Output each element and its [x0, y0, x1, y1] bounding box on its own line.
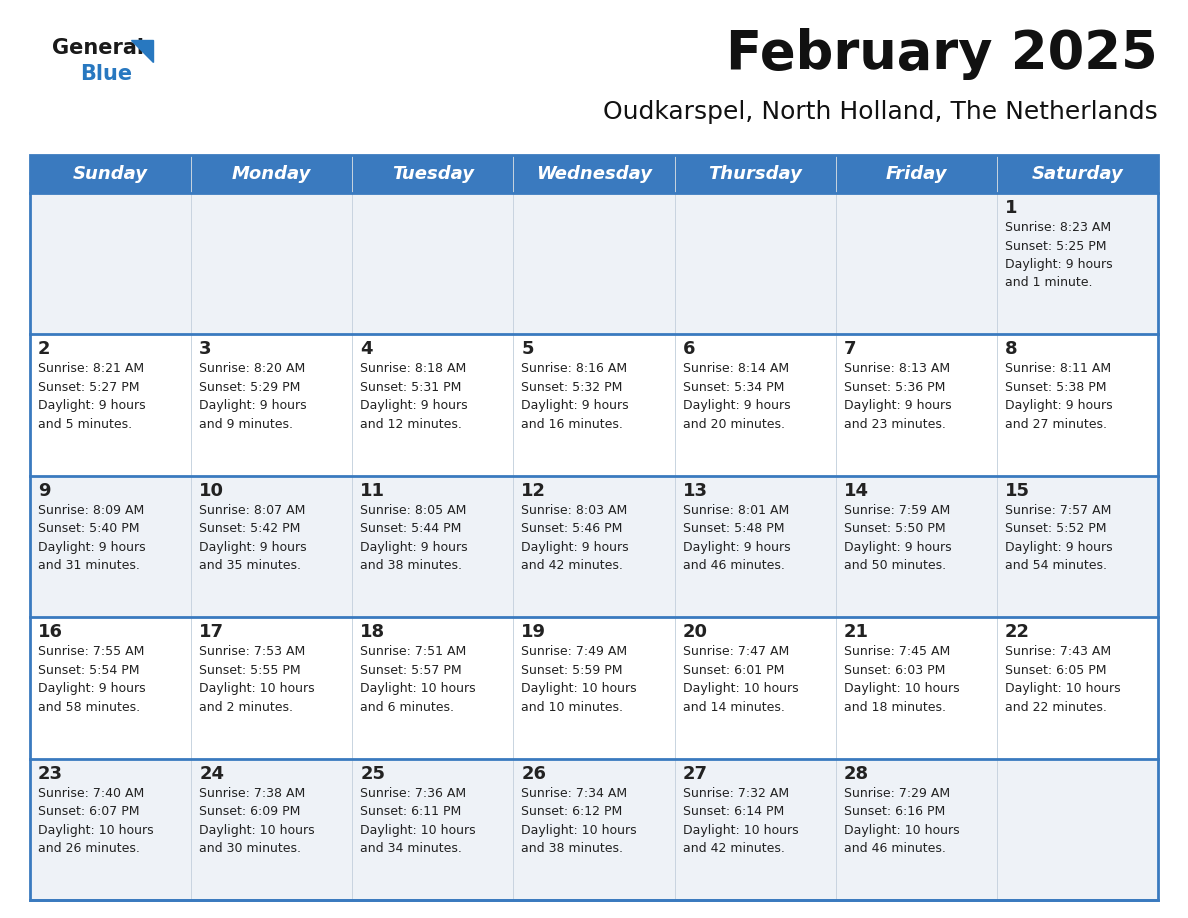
Text: Oudkarspel, North Holland, The Netherlands: Oudkarspel, North Holland, The Netherlan… [604, 100, 1158, 124]
Text: 15: 15 [1005, 482, 1030, 499]
Polygon shape [131, 40, 153, 62]
Text: Sunrise: 8:05 AM
Sunset: 5:44 PM
Daylight: 9 hours
and 38 minutes.: Sunrise: 8:05 AM Sunset: 5:44 PM Dayligh… [360, 504, 468, 572]
Text: 24: 24 [200, 765, 225, 783]
Text: February 2025: February 2025 [726, 28, 1158, 80]
Text: 11: 11 [360, 482, 385, 499]
Text: Sunrise: 8:07 AM
Sunset: 5:42 PM
Daylight: 9 hours
and 35 minutes.: Sunrise: 8:07 AM Sunset: 5:42 PM Dayligh… [200, 504, 307, 572]
Text: 27: 27 [683, 765, 708, 783]
Text: 2: 2 [38, 341, 51, 358]
Text: 6: 6 [683, 341, 695, 358]
Text: 5: 5 [522, 341, 533, 358]
Text: Monday: Monday [232, 165, 311, 183]
Bar [30, 758, 1158, 900]
Text: 18: 18 [360, 623, 385, 641]
Text: Sunrise: 7:38 AM
Sunset: 6:09 PM
Daylight: 10 hours
and 30 minutes.: Sunrise: 7:38 AM Sunset: 6:09 PM Dayligh… [200, 787, 315, 855]
Text: 26: 26 [522, 765, 546, 783]
Text: Sunrise: 8:03 AM
Sunset: 5:46 PM
Daylight: 9 hours
and 42 minutes.: Sunrise: 8:03 AM Sunset: 5:46 PM Dayligh… [522, 504, 630, 572]
Text: 21: 21 [843, 623, 868, 641]
Text: Sunrise: 8:01 AM
Sunset: 5:48 PM
Daylight: 9 hours
and 46 minutes.: Sunrise: 8:01 AM Sunset: 5:48 PM Dayligh… [683, 504, 790, 572]
Bar [30, 193, 1158, 334]
Text: 16: 16 [38, 623, 63, 641]
Text: Sunrise: 7:47 AM
Sunset: 6:01 PM
Daylight: 10 hours
and 14 minutes.: Sunrise: 7:47 AM Sunset: 6:01 PM Dayligh… [683, 645, 798, 713]
Text: 4: 4 [360, 341, 373, 358]
Bar [30, 617, 1158, 758]
Text: Sunrise: 8:16 AM
Sunset: 5:32 PM
Daylight: 9 hours
and 16 minutes.: Sunrise: 8:16 AM Sunset: 5:32 PM Dayligh… [522, 363, 630, 431]
Text: Sunrise: 8:11 AM
Sunset: 5:38 PM
Daylight: 9 hours
and 27 minutes.: Sunrise: 8:11 AM Sunset: 5:38 PM Dayligh… [1005, 363, 1112, 431]
Text: Sunrise: 8:09 AM
Sunset: 5:40 PM
Daylight: 9 hours
and 31 minutes.: Sunrise: 8:09 AM Sunset: 5:40 PM Dayligh… [38, 504, 146, 572]
Text: 23: 23 [38, 765, 63, 783]
Text: Sunrise: 8:23 AM
Sunset: 5:25 PM
Daylight: 9 hours
and 1 minute.: Sunrise: 8:23 AM Sunset: 5:25 PM Dayligh… [1005, 221, 1112, 289]
Text: 12: 12 [522, 482, 546, 499]
Text: Sunrise: 7:34 AM
Sunset: 6:12 PM
Daylight: 10 hours
and 38 minutes.: Sunrise: 7:34 AM Sunset: 6:12 PM Dayligh… [522, 787, 637, 855]
Text: Sunrise: 8:21 AM
Sunset: 5:27 PM
Daylight: 9 hours
and 5 minutes.: Sunrise: 8:21 AM Sunset: 5:27 PM Dayligh… [38, 363, 146, 431]
Text: Blue: Blue [80, 64, 132, 84]
Text: Sunrise: 7:49 AM
Sunset: 5:59 PM
Daylight: 10 hours
and 10 minutes.: Sunrise: 7:49 AM Sunset: 5:59 PM Dayligh… [522, 645, 637, 713]
Text: 13: 13 [683, 482, 708, 499]
Text: Sunrise: 7:55 AM
Sunset: 5:54 PM
Daylight: 9 hours
and 58 minutes.: Sunrise: 7:55 AM Sunset: 5:54 PM Dayligh… [38, 645, 146, 713]
Text: Sunrise: 7:43 AM
Sunset: 6:05 PM
Daylight: 10 hours
and 22 minutes.: Sunrise: 7:43 AM Sunset: 6:05 PM Dayligh… [1005, 645, 1120, 713]
Text: 20: 20 [683, 623, 708, 641]
Text: 8: 8 [1005, 341, 1017, 358]
Text: Sunrise: 7:32 AM
Sunset: 6:14 PM
Daylight: 10 hours
and 42 minutes.: Sunrise: 7:32 AM Sunset: 6:14 PM Dayligh… [683, 787, 798, 855]
Text: 14: 14 [843, 482, 868, 499]
Text: 17: 17 [200, 623, 225, 641]
Text: 25: 25 [360, 765, 385, 783]
Text: 22: 22 [1005, 623, 1030, 641]
Text: Friday: Friday [885, 165, 947, 183]
Bar [30, 334, 1158, 476]
Text: Sunrise: 7:36 AM
Sunset: 6:11 PM
Daylight: 10 hours
and 34 minutes.: Sunrise: 7:36 AM Sunset: 6:11 PM Dayligh… [360, 787, 476, 855]
Text: Sunrise: 8:14 AM
Sunset: 5:34 PM
Daylight: 9 hours
and 20 minutes.: Sunrise: 8:14 AM Sunset: 5:34 PM Dayligh… [683, 363, 790, 431]
Text: 7: 7 [843, 341, 857, 358]
Text: Tuesday: Tuesday [392, 165, 474, 183]
Text: 10: 10 [200, 482, 225, 499]
Text: Sunrise: 8:18 AM
Sunset: 5:31 PM
Daylight: 9 hours
and 12 minutes.: Sunrise: 8:18 AM Sunset: 5:31 PM Dayligh… [360, 363, 468, 431]
Text: Sunrise: 7:51 AM
Sunset: 5:57 PM
Daylight: 10 hours
and 6 minutes.: Sunrise: 7:51 AM Sunset: 5:57 PM Dayligh… [360, 645, 476, 713]
Text: Sunrise: 7:45 AM
Sunset: 6:03 PM
Daylight: 10 hours
and 18 minutes.: Sunrise: 7:45 AM Sunset: 6:03 PM Dayligh… [843, 645, 960, 713]
Text: Sunrise: 7:57 AM
Sunset: 5:52 PM
Daylight: 9 hours
and 54 minutes.: Sunrise: 7:57 AM Sunset: 5:52 PM Dayligh… [1005, 504, 1112, 572]
Text: Sunrise: 7:53 AM
Sunset: 5:55 PM
Daylight: 10 hours
and 2 minutes.: Sunrise: 7:53 AM Sunset: 5:55 PM Dayligh… [200, 645, 315, 713]
Text: Sunrise: 7:29 AM
Sunset: 6:16 PM
Daylight: 10 hours
and 46 minutes.: Sunrise: 7:29 AM Sunset: 6:16 PM Dayligh… [843, 787, 960, 855]
Text: Sunrise: 7:59 AM
Sunset: 5:50 PM
Daylight: 9 hours
and 50 minutes.: Sunrise: 7:59 AM Sunset: 5:50 PM Dayligh… [843, 504, 952, 572]
Text: 19: 19 [522, 623, 546, 641]
Text: 28: 28 [843, 765, 868, 783]
Text: General: General [52, 38, 144, 58]
Text: Sunday: Sunday [74, 165, 148, 183]
Text: Wednesday: Wednesday [536, 165, 652, 183]
Bar [30, 155, 1158, 900]
Bar [30, 476, 1158, 617]
Text: 3: 3 [200, 341, 211, 358]
Text: Saturday: Saturday [1031, 165, 1124, 183]
Text: 9: 9 [38, 482, 51, 499]
Text: Sunrise: 7:40 AM
Sunset: 6:07 PM
Daylight: 10 hours
and 26 minutes.: Sunrise: 7:40 AM Sunset: 6:07 PM Dayligh… [38, 787, 153, 855]
Text: Sunrise: 8:13 AM
Sunset: 5:36 PM
Daylight: 9 hours
and 23 minutes.: Sunrise: 8:13 AM Sunset: 5:36 PM Dayligh… [843, 363, 952, 431]
Text: 1: 1 [1005, 199, 1017, 217]
Bar [30, 155, 1158, 193]
Text: Sunrise: 8:20 AM
Sunset: 5:29 PM
Daylight: 9 hours
and 9 minutes.: Sunrise: 8:20 AM Sunset: 5:29 PM Dayligh… [200, 363, 307, 431]
Text: Thursday: Thursday [708, 165, 802, 183]
